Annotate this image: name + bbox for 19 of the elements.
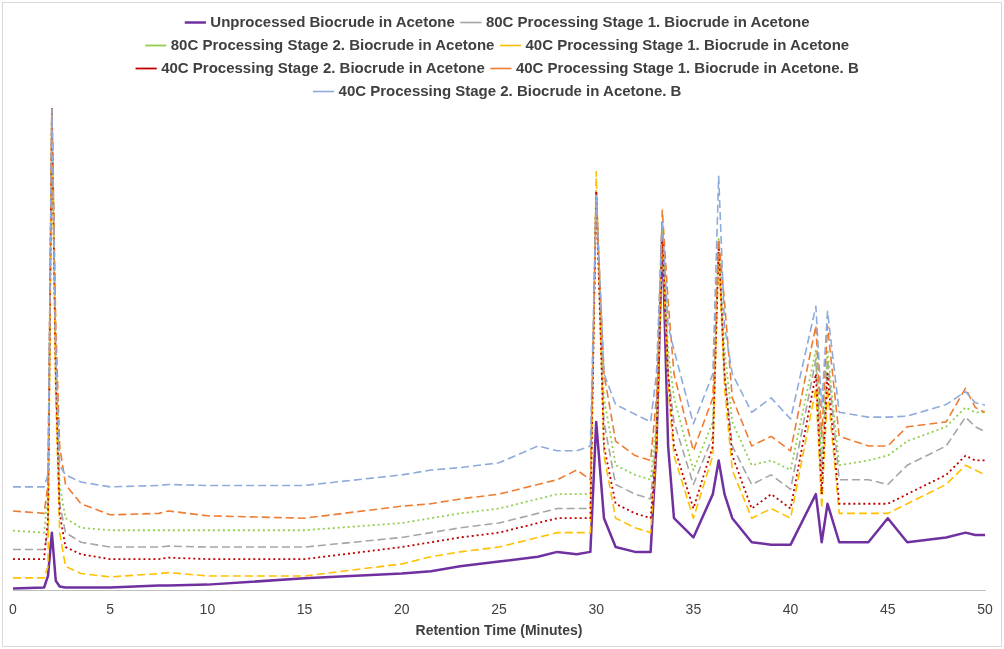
- x-axis-title: Retention Time (Minutes): [415, 622, 583, 639]
- x-tick-label: 50: [977, 600, 993, 617]
- x-tick-label: 10: [199, 600, 216, 617]
- x-tick-label: 0: [9, 600, 18, 617]
- x-tick-label: 25: [491, 600, 507, 617]
- legend-label: Unprocessed Biocrude in Acetone: [210, 12, 455, 30]
- x-tick-label: 5: [106, 600, 115, 617]
- legend-label: 80C Processing Stage 1. Biocrude in Acetone: [485, 12, 810, 30]
- x-tick-label: 30: [588, 600, 605, 617]
- legend-label: 40C Processing Stage 2. Biocrude in Acetone: [161, 58, 485, 76]
- x-tick-label: 45: [880, 600, 896, 617]
- x-tick-label: 15: [296, 600, 313, 617]
- legend-label: 80C Processing Stage 2. Biocrude in Acetone: [170, 35, 495, 53]
- x-tick-label: 40: [782, 600, 799, 617]
- x-tick-label: 35: [685, 600, 702, 617]
- x-tick-label: 20: [394, 600, 410, 617]
- legend-label: 40C Processing Stage 1. Biocrude in Acetone. B: [515, 58, 859, 76]
- legend-label: 40C Processing Stage 1. Biocrude in Acetone: [525, 35, 850, 53]
- legend-label: 40C Processing Stage 2. Biocrude in Acetone. B: [338, 81, 682, 99]
